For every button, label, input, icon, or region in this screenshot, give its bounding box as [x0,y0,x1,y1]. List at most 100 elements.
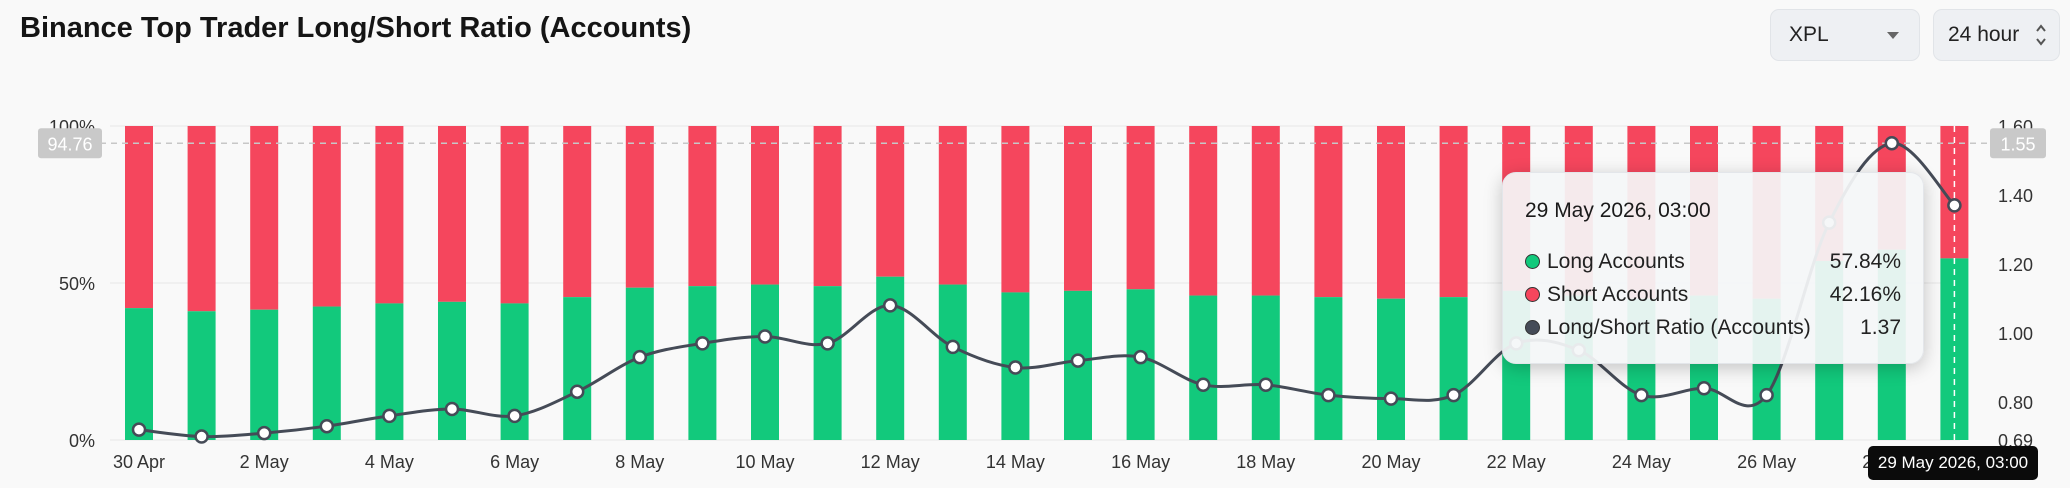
chart-tooltip: 29 May 2026, 03:00 Long Accounts 57.84% … [1502,172,1924,364]
crosshair-left-label: 94.76 [47,134,92,154]
tooltip-title: 29 May 2026, 03:00 [1525,199,1711,222]
interval-select[interactable]: 24 hour [1933,9,2060,61]
long-bar [1251,295,1280,440]
ratio-point [1070,353,1086,368]
tooltip-label: Long/Short Ratio (Accounts) [1547,315,1811,339]
x-tick-label: 2 May [240,452,289,472]
y-right-tick-label: 1.00 [1998,324,2033,344]
ratio-point [820,336,835,351]
short-bar [375,126,404,304]
x-tick-label: 26 May [1737,452,1796,472]
x-tick-label: 6 May [490,452,539,472]
long-bar [250,309,279,440]
tooltip-row-short: Short Accounts 42.16% [1525,278,1901,311]
ratio-point [1446,387,1461,403]
tooltip-value: 57.84% [1829,249,1901,273]
short-bar [1314,126,1343,298]
ratio-point [632,349,648,365]
ratio-legend-dot [1525,320,1540,335]
ratio-point [256,425,272,441]
ratio-point [757,329,773,344]
short-bar [1251,126,1280,296]
short-bar [1126,126,1155,290]
long-bar [187,311,216,440]
short-bar [1064,126,1092,291]
short-bar [625,126,654,288]
long-bar [1189,295,1218,440]
long-bar [1439,297,1468,440]
y-right-tick-label: 1.40 [1998,186,2033,206]
x-tick-label: 22 May [1487,452,1546,472]
interval-select-value: 24 hour [1948,23,2020,46]
short-bar [1439,126,1468,298]
x-tick-label: 4 May [365,452,414,472]
long-bar [938,284,967,440]
y-right-tick-label: 1.20 [1998,255,2033,275]
crosshair-left-badge [38,128,102,159]
short-bar [563,126,592,298]
tooltip-row-ratio: Long/Short Ratio (Accounts) 1.37 [1525,311,1901,344]
y-right-tick-label: 0.80 [1998,393,2033,413]
x-tick-label: 12 May [861,452,920,472]
ratio-point [1947,198,1962,213]
ratio-point [1258,377,1274,393]
short-bar [938,126,967,285]
short-bar [1189,126,1218,296]
ratio-point [569,384,585,399]
y-left-tick-label: 0% [69,431,95,451]
ratio-point [1383,391,1399,406]
pair-select[interactable]: XPL [1770,9,1920,61]
ratio-point [1321,387,1336,403]
page-title: Binance Top Trader Long/Short Ratio (Acc… [20,12,692,44]
x-tick-label: 14 May [986,452,1045,472]
x-tick-label: 30 Apr [113,452,165,472]
x-tick-label: 10 May [735,452,794,472]
long-bar [1314,297,1343,440]
ratio-point [1884,136,1900,151]
x-tick-label: 24 May [1612,452,1671,472]
ratio-point [382,408,397,424]
crosshair-right-label: 1.55 [2000,134,2035,154]
ratio-point [882,298,898,313]
tooltip-value: 42.16% [1829,282,1901,306]
long-bar [312,306,341,440]
short-bar [438,126,466,302]
ratio-point [1759,387,1774,403]
crosshair-right-badge [1990,128,2046,159]
ratio-point [1696,380,1712,396]
ratio-point [1195,377,1211,393]
short-bar [688,126,717,287]
long-bar [438,301,466,440]
long-bar [1377,298,1405,440]
ratio-point [1133,349,1148,365]
x-tick-label: 20 May [1361,452,1420,472]
ratio-point [444,401,460,417]
long-bar [688,286,717,440]
long-bar [751,284,779,440]
tooltip-value: 1.37 [1860,315,1901,339]
ratio-point [194,429,209,444]
long-bar [813,286,842,440]
short-bar [751,126,779,285]
hover-date-badge: 29 May 2026, 03:00 [1868,446,2038,480]
short-bar [187,126,216,312]
short-bar [500,126,529,304]
tooltip-label: Short Accounts [1547,282,1689,306]
short-bar [813,126,842,287]
long-legend-dot [1525,254,1540,269]
y-left-tick-label: 50% [59,274,95,294]
x-tick-label: 8 May [615,452,664,472]
chevron-down-icon [1887,32,1899,39]
ratio-point [1634,387,1649,403]
short-bar [1377,126,1405,299]
long-bar [1126,289,1155,440]
ratio-point [945,339,961,355]
pair-select-value: XPL [1789,23,1829,46]
tooltip-row-long: Long Accounts 57.84% [1525,245,1901,278]
long-bar [125,308,153,440]
ratio-point [319,418,335,434]
short-bar [250,126,279,310]
ratio-point [131,422,147,437]
ratio-point [695,336,710,351]
short-bar [876,126,905,277]
